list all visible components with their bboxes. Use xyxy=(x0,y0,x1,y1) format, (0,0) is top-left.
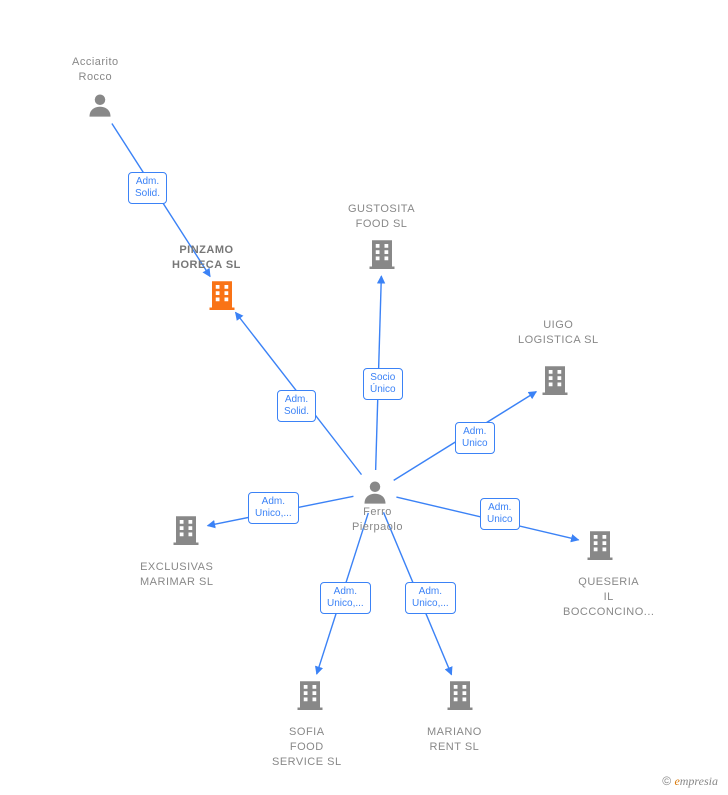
brand-rest: mpresia xyxy=(680,774,718,788)
person-icon xyxy=(361,478,389,511)
building-icon xyxy=(585,528,615,567)
building-icon xyxy=(367,237,397,276)
edge-line xyxy=(235,312,361,474)
building-icon xyxy=(445,678,475,717)
edge-line xyxy=(394,392,537,481)
copyright-symbol: © xyxy=(662,774,671,788)
edge-line xyxy=(376,276,382,470)
building-icon xyxy=(540,363,570,402)
edge-line xyxy=(112,124,210,277)
building-icon xyxy=(295,678,325,717)
person-icon xyxy=(86,91,114,124)
footer-copyright: © empresia xyxy=(662,774,718,789)
edge-line xyxy=(317,513,369,674)
edge-line xyxy=(208,496,354,525)
building-icon xyxy=(207,278,237,317)
edge-line xyxy=(396,497,578,540)
edge-line xyxy=(383,512,451,674)
building-icon xyxy=(171,513,201,552)
